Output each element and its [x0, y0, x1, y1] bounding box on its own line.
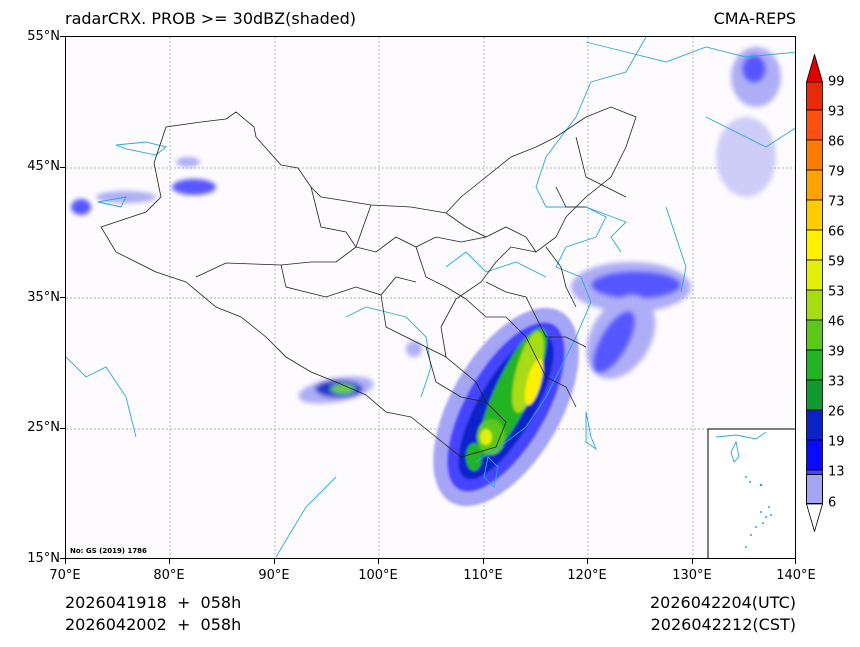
- colorbar-label: 53: [828, 284, 845, 300]
- colorbar-label: 6: [828, 495, 837, 511]
- x-tick-90e: 90°E: [258, 568, 290, 583]
- x-tick-70e: 70°E: [49, 568, 81, 583]
- y-tick-25n: 25°N: [27, 420, 60, 435]
- colorbar-graphic: [805, 53, 824, 533]
- y-tick-mark: [60, 36, 65, 37]
- colorbar-label: 93: [828, 104, 845, 120]
- colorbar-band-6-13: [806, 474, 823, 504]
- coastlines-rivers: [66, 37, 795, 558]
- colorbar-label: 33: [828, 374, 845, 390]
- x-tick-mark: [274, 559, 275, 564]
- colorbar-label: 26: [828, 404, 845, 420]
- x-tick-130e: 130°E: [672, 568, 712, 583]
- colorbar-label: 73: [828, 194, 845, 210]
- colorbar-label: 66: [828, 224, 845, 240]
- x-tick-110e: 110°E: [463, 568, 503, 583]
- colorbar-bands: [806, 81, 823, 505]
- valid-time-utc: 2026042204(UTC): [650, 593, 796, 612]
- y-tick-55n: 55°N: [27, 29, 60, 44]
- x-tick-mark: [378, 559, 379, 564]
- colorbar-label: 46: [828, 314, 845, 330]
- y-tick-mark: [60, 428, 65, 429]
- y-tick-mark: [60, 167, 65, 168]
- x-tick-140e: 140°E: [776, 568, 816, 583]
- colorbar-min-arrow: [805, 503, 824, 533]
- colorbar: [805, 53, 824, 536]
- x-tick-mark: [65, 559, 66, 564]
- x-tick-100e: 100°E: [358, 568, 398, 583]
- chart-title: radarCRX. PROB >= 30dBZ(shaded): [65, 9, 357, 28]
- gridlines: [66, 37, 795, 558]
- admin-borders: [100, 106, 637, 458]
- model-name: CMA-REPS: [713, 9, 796, 28]
- colorbar-label: 79: [828, 164, 845, 180]
- y-tick-15n: 15°N: [27, 551, 60, 566]
- colorbar-label: 13: [828, 464, 845, 480]
- colorbar-max-arrow: [805, 53, 824, 83]
- init-time-utc: 2026041918 + 058h: [65, 593, 242, 612]
- y-tick-mark: [60, 558, 65, 559]
- x-tick-mark: [692, 559, 693, 564]
- colorbar-label: 59: [828, 254, 845, 270]
- colorbar-label: 86: [828, 134, 845, 150]
- probability-shading: [71, 47, 781, 507]
- init-time-cst: 2026042002 + 058h: [65, 615, 242, 634]
- south-china-sea-inset: [707, 428, 795, 558]
- x-tick-120e: 120°E: [567, 568, 607, 583]
- valid-time-cst: 2026042212(CST): [650, 615, 796, 634]
- colorbar-label: 99: [828, 74, 845, 90]
- x-tick-mark: [587, 559, 588, 564]
- x-tick-mark: [483, 559, 484, 564]
- y-tick-mark: [60, 297, 65, 298]
- x-tick-mark: [795, 559, 796, 564]
- y-tick-35n: 35°N: [27, 290, 60, 305]
- colorbar-label: 39: [828, 344, 845, 360]
- map-canvas: [66, 37, 795, 558]
- x-tick-80e: 80°E: [153, 568, 185, 583]
- map-plot-area: No: GS (2019) 1786: [65, 36, 796, 559]
- y-tick-45n: 45°N: [27, 159, 60, 174]
- colorbar-label: 19: [828, 434, 845, 450]
- x-tick-mark: [169, 559, 170, 564]
- map-approval-number: No: GS (2019) 1786: [70, 547, 147, 555]
